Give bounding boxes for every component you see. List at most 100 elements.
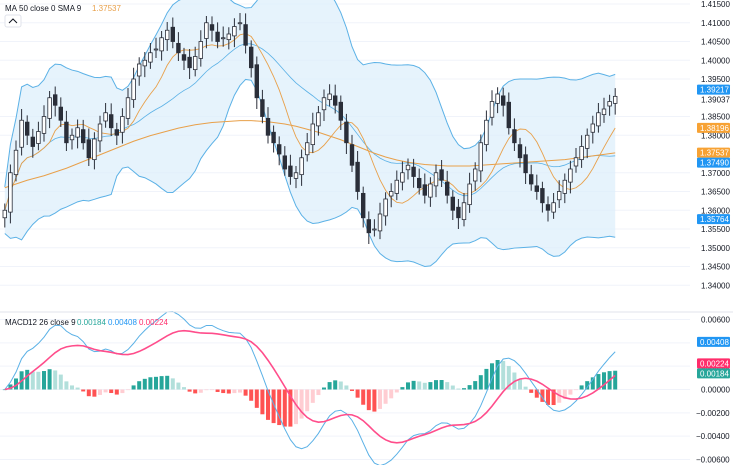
- candle-down: [506, 101, 511, 129]
- candle-up: [405, 164, 411, 171]
- candle-up: [568, 168, 573, 183]
- candle-down: [450, 196, 455, 211]
- candle-down: [215, 31, 220, 42]
- candle-up: [220, 37, 226, 40]
- candle-down: [355, 161, 360, 192]
- candle-up: [601, 108, 607, 116]
- macd-histogram-bar: [260, 389, 265, 415]
- macd-histogram-bar: [103, 389, 108, 393]
- candle-down: [209, 24, 215, 31]
- macd-histogram-bar: [165, 375, 170, 390]
- macd-histogram-bar: [243, 389, 248, 396]
- macd-histogram-bar: [215, 389, 220, 392]
- macd-histogram-bar: [422, 382, 427, 390]
- signal-line: [4, 329, 616, 444]
- macd-histogram-bar: [506, 366, 511, 390]
- candle-down: [243, 24, 248, 46]
- macd-histogram-bar: [249, 389, 254, 401]
- macd-histogram-bar: [450, 385, 455, 390]
- macd-histogram-bar: [355, 389, 360, 398]
- price-tick-label: 1.38000: [701, 131, 730, 140]
- macd-histogram-bar: [585, 381, 590, 390]
- macd-histogram-bar: [36, 371, 41, 390]
- candle-up: [293, 172, 299, 179]
- macd-histogram-bar: [551, 389, 556, 406]
- macd-tick-label: 0.00600: [701, 316, 730, 325]
- macd-histogram-bar: [58, 374, 63, 390]
- candle-down: [271, 131, 276, 144]
- macd-histogram-bar: [53, 370, 58, 390]
- macd-histogram-bar: [518, 379, 522, 390]
- macd-histogram-bar: [490, 363, 494, 390]
- price-tag-label: 1.38196: [700, 124, 729, 133]
- candle-up: [304, 142, 310, 156]
- candle-up: [495, 93, 500, 104]
- macd-legend-v3: 0.00224: [139, 318, 168, 327]
- macd-histogram-bar: [92, 389, 97, 397]
- candle-up: [400, 172, 405, 183]
- candle-down: [332, 95, 338, 106]
- candle-down: [288, 165, 293, 177]
- macd-histogram-bar: [114, 389, 119, 395]
- macd-histogram-bar: [137, 381, 142, 390]
- macd-histogram-bar: [288, 389, 293, 427]
- candle-up: [103, 112, 108, 122]
- macd-legend-v2: 0.00408: [108, 318, 137, 327]
- candle-up: [125, 97, 131, 119]
- macd-histogram-bar: [462, 388, 466, 390]
- candle-up: [557, 191, 562, 201]
- candle-up: [590, 123, 595, 133]
- candle-down: [64, 121, 69, 144]
- candle-up: [383, 198, 388, 217]
- price-tick-label: 1.40000: [701, 56, 730, 65]
- candle-up: [164, 29, 170, 41]
- candle-up: [585, 134, 590, 149]
- macd-histogram-bar: [126, 389, 130, 391]
- macd-histogram-bar: [327, 382, 332, 390]
- candle-down: [276, 144, 282, 155]
- macd-pane: [0, 311, 690, 465]
- macd-histogram-bar: [366, 389, 371, 411]
- macd-histogram-bar: [148, 377, 153, 390]
- candle-up: [478, 142, 483, 172]
- price-tag-box: [697, 147, 730, 158]
- candle-up: [13, 149, 19, 176]
- price-tag-label: 1.35764: [700, 215, 729, 224]
- macd-tag-box: [697, 368, 730, 379]
- macd-histogram-bar: [495, 360, 500, 390]
- macd-histogram-bar: [70, 385, 74, 390]
- macd-histogram-bar: [456, 388, 461, 390]
- candle-down: [109, 114, 114, 129]
- macd-histogram-bar: [529, 389, 534, 393]
- candle-down: [282, 155, 287, 170]
- candle-up: [372, 228, 377, 231]
- price-tick-label: 1.36500: [701, 188, 730, 197]
- macd-histogram-bar: [142, 378, 147, 390]
- macd-line: [4, 311, 616, 465]
- candle-up: [153, 48, 159, 51]
- candle-up: [198, 41, 203, 59]
- macd-histogram-bar: [98, 389, 102, 395]
- candle-up: [8, 172, 13, 213]
- macd-histogram-bar: [389, 389, 394, 399]
- candle-up: [136, 63, 142, 77]
- candle-up: [573, 157, 579, 167]
- candle-up: [299, 157, 304, 176]
- macd-histogram-bar: [254, 389, 259, 408]
- candle-up: [484, 119, 489, 146]
- macd-histogram-bar: [30, 371, 35, 390]
- macd-histogram-bar: [310, 389, 315, 403]
- macd-histogram-bar: [64, 381, 69, 390]
- macd-histogram-bar: [478, 375, 483, 390]
- macd-histogram-bar: [232, 389, 237, 394]
- macd-histogram-bar: [394, 389, 399, 393]
- candle-down: [444, 181, 450, 196]
- collapse-legend-button[interactable]: [4, 14, 22, 28]
- candle-up: [47, 97, 52, 119]
- bollinger-upper-line: [4, 0, 616, 188]
- candle-down: [422, 184, 427, 196]
- candle-up: [394, 179, 399, 194]
- macd-histogram-bar: [579, 385, 584, 390]
- price-tag-label: 1.37537: [700, 149, 729, 158]
- macd-legend-name: MACD: [5, 318, 29, 327]
